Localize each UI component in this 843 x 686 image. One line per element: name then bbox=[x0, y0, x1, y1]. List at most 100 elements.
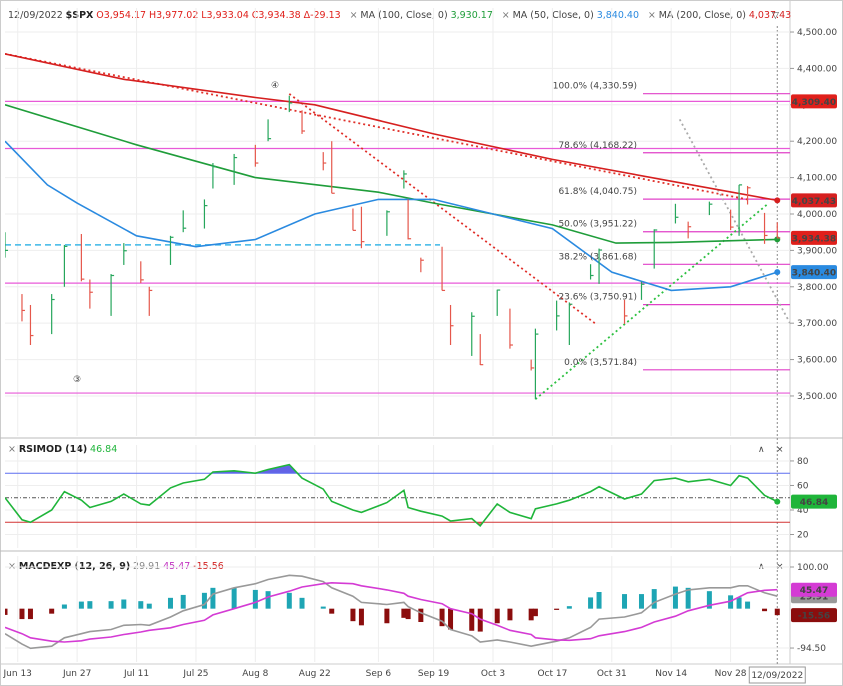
trendline bbox=[5, 52, 748, 201]
histogram-bar bbox=[477, 608, 483, 632]
y-tick-label: 40 bbox=[797, 506, 809, 516]
y-tick-label: 4,400.00 bbox=[797, 64, 837, 74]
date-badge: 12/09/2022 bbox=[751, 671, 803, 681]
y-tick-label: 4,200.00 bbox=[797, 137, 837, 147]
value-badge-bg bbox=[791, 265, 837, 280]
fib-label: 100.0% (4,330.59) bbox=[553, 82, 637, 92]
x-tick-label: Aug 8 bbox=[242, 669, 268, 679]
histogram-bar bbox=[532, 608, 538, 617]
histogram-bar bbox=[384, 608, 390, 624]
legend-name: MA (100, Close, 0) bbox=[360, 10, 447, 21]
legend-icon: × bbox=[502, 10, 510, 21]
histogram-bar bbox=[507, 608, 513, 621]
moving-average-line bbox=[5, 104, 778, 244]
trendline bbox=[678, 118, 790, 324]
x-tick-label: Oct 17 bbox=[537, 669, 567, 679]
histogram-bar bbox=[685, 587, 691, 609]
histogram-bar bbox=[774, 608, 780, 616]
histogram-bar bbox=[121, 599, 127, 609]
header-symbol: $SPX bbox=[66, 10, 94, 21]
y-tick-label: 3,800.00 bbox=[797, 283, 837, 293]
value-badge-bg bbox=[791, 494, 837, 509]
histogram-bar bbox=[439, 608, 445, 627]
y-tick-label: 3,600.00 bbox=[797, 356, 837, 366]
legend-name: MA (50, Close, 0) bbox=[513, 10, 594, 21]
histogram-bar bbox=[672, 586, 678, 609]
value-badge: 46.84 bbox=[800, 498, 828, 508]
y-tick-label: 4,500.00 bbox=[797, 28, 837, 38]
histogram-bar bbox=[358, 608, 364, 626]
legend-icon: × bbox=[350, 10, 358, 21]
histogram-bar bbox=[494, 608, 500, 624]
histogram-bar bbox=[651, 589, 657, 609]
value-badge-bg bbox=[791, 193, 837, 208]
histogram-bar bbox=[19, 608, 25, 620]
histogram-bar bbox=[566, 606, 572, 609]
histogram-bar bbox=[201, 592, 207, 609]
histogram-bar bbox=[265, 591, 271, 609]
macd-line bbox=[5, 574, 778, 650]
y-tick-label: 4,100.00 bbox=[797, 174, 837, 184]
last-value-dot bbox=[774, 197, 781, 204]
x-tick-label: Jun 27 bbox=[62, 669, 91, 679]
histogram-bar bbox=[405, 608, 411, 620]
legend-name: MA (200, Close, 0) bbox=[659, 10, 746, 21]
y-tick-label: 3,900.00 bbox=[797, 246, 837, 256]
histogram-bar bbox=[622, 594, 628, 609]
panel-close-icon[interactable]: × bbox=[776, 445, 784, 455]
value-badge: 3,934.38 bbox=[792, 234, 836, 244]
x-tick-label: Oct 31 bbox=[597, 669, 627, 679]
histogram-bar bbox=[596, 592, 602, 609]
rsi-plot bbox=[5, 463, 790, 528]
histogram-bar bbox=[231, 587, 237, 609]
value-badge: 4,309.40 bbox=[792, 98, 836, 108]
y-tick-label: 60 bbox=[797, 481, 809, 491]
legend-value: 4,037.43 bbox=[749, 10, 791, 21]
y-tick-label: 20 bbox=[797, 531, 809, 541]
macd-plot bbox=[5, 574, 780, 650]
histogram-bar bbox=[27, 608, 33, 620]
date-badge-bg bbox=[748, 666, 806, 684]
trendline bbox=[534, 202, 770, 400]
trendline bbox=[288, 93, 596, 324]
histogram-bar bbox=[706, 591, 712, 609]
histogram-bar bbox=[588, 597, 594, 609]
histogram-bar bbox=[210, 587, 216, 609]
y-tick-label: -94.50 bbox=[797, 644, 826, 654]
legend-value: 3,840.40 bbox=[597, 10, 639, 21]
legend-icon: × bbox=[8, 444, 16, 455]
legend-icon: × bbox=[648, 10, 656, 21]
fib-label: 38.2% (3,861.68) bbox=[558, 252, 637, 262]
annotation: ③ bbox=[73, 375, 81, 385]
y-tick-label: 3,500.00 bbox=[797, 392, 837, 402]
rsi-header: × RSIMOD (14) 46.84 bbox=[8, 444, 117, 455]
histogram-bar bbox=[350, 608, 356, 622]
histogram-bar bbox=[554, 608, 560, 610]
value-badge: -15.56 bbox=[798, 612, 830, 622]
x-tick-label: Nov 14 bbox=[655, 669, 687, 679]
histogram-bar bbox=[448, 608, 454, 630]
value-badge: 4,037.43 bbox=[792, 197, 836, 207]
histogram-bar bbox=[61, 604, 67, 609]
histogram-bar bbox=[286, 592, 292, 609]
histogram-bar bbox=[49, 608, 55, 614]
panel-collapse-icon[interactable]: ∧ bbox=[758, 445, 765, 455]
fib-label: 0.0% (3,571.84) bbox=[564, 358, 637, 368]
header-high: H3,977.02 bbox=[149, 10, 198, 21]
panel-menu-icon[interactable]: ▽ bbox=[772, 11, 779, 21]
histogram-bar bbox=[138, 601, 144, 609]
histogram-bar bbox=[87, 601, 93, 609]
x-tick-label: Sep 6 bbox=[366, 669, 392, 679]
histogram-bar bbox=[146, 603, 152, 609]
last-value-dot bbox=[774, 498, 781, 505]
header-open: O3,954.17 bbox=[96, 10, 146, 21]
histogram-bar bbox=[252, 589, 258, 609]
fib-label: 61.8% (4,040.75) bbox=[558, 187, 637, 197]
rsi-line bbox=[5, 463, 778, 528]
rsi-title: RSIMOD (14) bbox=[19, 444, 87, 455]
histogram-bar bbox=[78, 601, 84, 609]
annotation: ④ bbox=[271, 81, 279, 91]
x-tick-label: Nov 28 bbox=[715, 669, 747, 679]
histogram-bar bbox=[528, 608, 534, 621]
